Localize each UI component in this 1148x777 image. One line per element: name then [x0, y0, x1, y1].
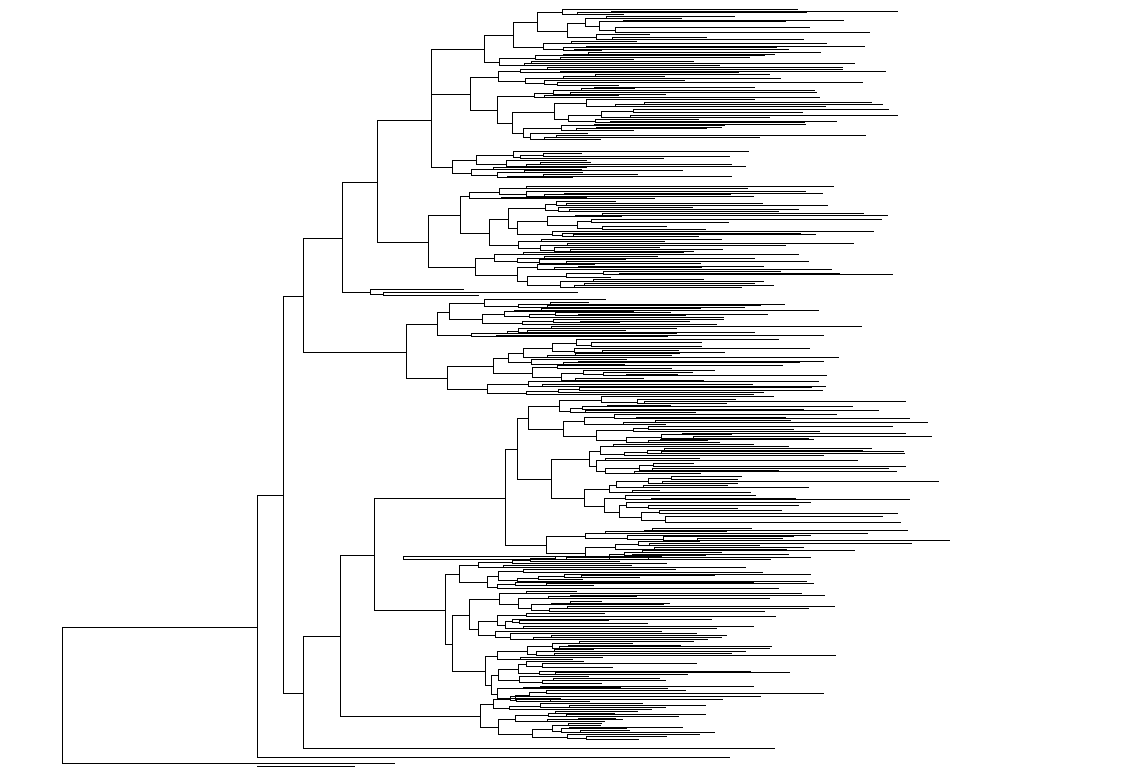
tree-branch-lines — [62, 9, 950, 767]
tree-branches — [62, 9, 950, 767]
